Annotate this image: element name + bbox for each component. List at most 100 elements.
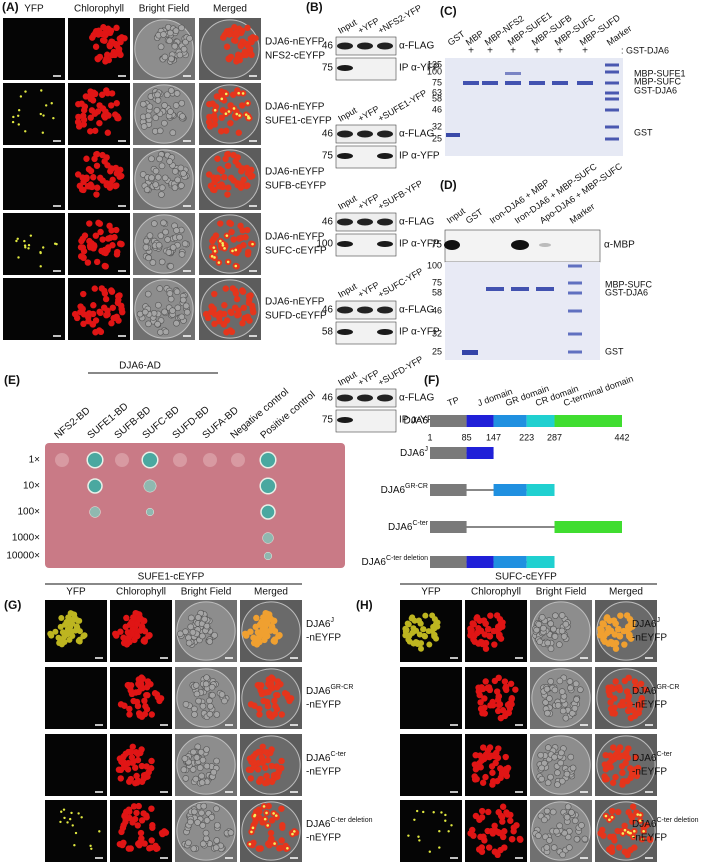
chloroplast xyxy=(554,701,562,709)
yfp-signal xyxy=(224,92,228,96)
chloroplast xyxy=(537,751,544,759)
construct-sup: GR-CR xyxy=(330,684,353,691)
chloroplast xyxy=(636,705,644,712)
yfp-signal xyxy=(417,835,420,838)
lane-label: Input xyxy=(336,369,359,388)
chloroplast xyxy=(143,814,150,821)
chloroplast xyxy=(624,707,632,715)
chloroplast xyxy=(600,832,607,839)
chloroplast xyxy=(563,813,571,821)
chloroplast xyxy=(499,803,507,810)
chloroplast xyxy=(558,612,566,619)
yfp-signal xyxy=(438,830,441,833)
micrograph xyxy=(400,800,462,862)
chloroplast xyxy=(164,236,171,243)
chloroplast xyxy=(497,620,505,628)
chloroplast xyxy=(83,155,90,162)
colony xyxy=(262,532,274,544)
chloroplast xyxy=(558,627,566,635)
chloroplast xyxy=(192,682,200,689)
yfp-signal xyxy=(42,246,45,249)
domain xyxy=(466,415,494,427)
chloroplast xyxy=(120,634,127,641)
chloroplast xyxy=(623,627,631,635)
chloroplast xyxy=(172,102,180,109)
band xyxy=(337,417,353,423)
chloroplast xyxy=(628,770,636,778)
antibody-label: α-FLAG xyxy=(399,41,434,52)
chloroplast xyxy=(143,186,151,193)
chloroplast xyxy=(119,308,126,316)
chloroplast xyxy=(140,123,148,130)
chloroplast xyxy=(578,821,585,829)
marker-label: 46 xyxy=(322,305,334,316)
chloroplast xyxy=(178,99,186,107)
chloroplast xyxy=(262,764,269,771)
chloroplast xyxy=(137,829,145,837)
marker-label: 58 xyxy=(432,93,442,103)
colony xyxy=(259,451,277,469)
chloroplast xyxy=(248,38,255,46)
construct-label: DJA6-nEYFP xyxy=(265,102,325,113)
protoplast xyxy=(200,19,260,79)
yfp-signal xyxy=(266,824,270,827)
chloroplast xyxy=(535,832,542,839)
yfp-signal xyxy=(406,638,413,645)
construct-name: DJA6 xyxy=(306,619,331,630)
chloroplast xyxy=(244,226,251,234)
construct-label: DJA6GR-CR xyxy=(632,684,679,696)
yfp-signal xyxy=(226,260,230,264)
chloroplast xyxy=(218,167,226,175)
chloroplast xyxy=(145,768,152,776)
band xyxy=(377,130,393,138)
yfp-signal xyxy=(24,90,27,93)
chloroplast xyxy=(202,310,210,318)
chloroplast xyxy=(252,818,259,826)
chloroplast xyxy=(182,701,190,708)
chloroplast xyxy=(210,112,218,119)
spot xyxy=(231,453,245,467)
chloroplast xyxy=(242,234,249,241)
chloroplast xyxy=(143,683,151,691)
chloroplast xyxy=(163,91,171,99)
yfp-signal xyxy=(98,830,101,833)
chloroplast xyxy=(569,764,577,772)
yfp-signal xyxy=(60,810,63,813)
chloroplast xyxy=(624,851,631,859)
chloroplast xyxy=(167,108,174,115)
chloroplast xyxy=(158,258,166,266)
spot xyxy=(55,453,69,467)
chloroplast xyxy=(547,773,554,781)
marker-label: 75 xyxy=(322,415,334,426)
chloroplast xyxy=(101,158,108,165)
band-label: MBP-SUFC xyxy=(634,76,682,86)
chloroplast xyxy=(224,162,232,169)
chloroplast xyxy=(166,290,174,297)
chloroplast xyxy=(153,691,161,698)
ladder-band xyxy=(568,332,582,336)
chloroplast xyxy=(138,835,145,842)
yfp-signal xyxy=(59,629,66,636)
band xyxy=(577,81,593,85)
chloroplast xyxy=(612,620,619,627)
chloroplast xyxy=(144,290,152,298)
chloroplast xyxy=(487,612,494,619)
yfp-signal xyxy=(58,614,65,621)
construct-name: DJA6 xyxy=(362,557,387,568)
chloroplast xyxy=(100,24,107,31)
panel-label: (B) xyxy=(306,0,323,14)
chloroplast xyxy=(233,295,241,303)
chloroplast xyxy=(181,240,189,248)
yfp-signal xyxy=(429,612,436,619)
band xyxy=(536,287,554,291)
chloroplast xyxy=(556,641,563,648)
chloroplast xyxy=(86,220,93,227)
chloroplast xyxy=(271,710,279,718)
construct-name: DJA6 xyxy=(306,686,331,697)
chloroplast xyxy=(470,621,478,628)
dilution-label: 100× xyxy=(17,507,40,518)
chloroplast xyxy=(562,620,570,628)
column-label: NFS2-BD xyxy=(53,405,93,441)
yfp-signal xyxy=(47,630,54,637)
chloroplast xyxy=(127,682,135,689)
